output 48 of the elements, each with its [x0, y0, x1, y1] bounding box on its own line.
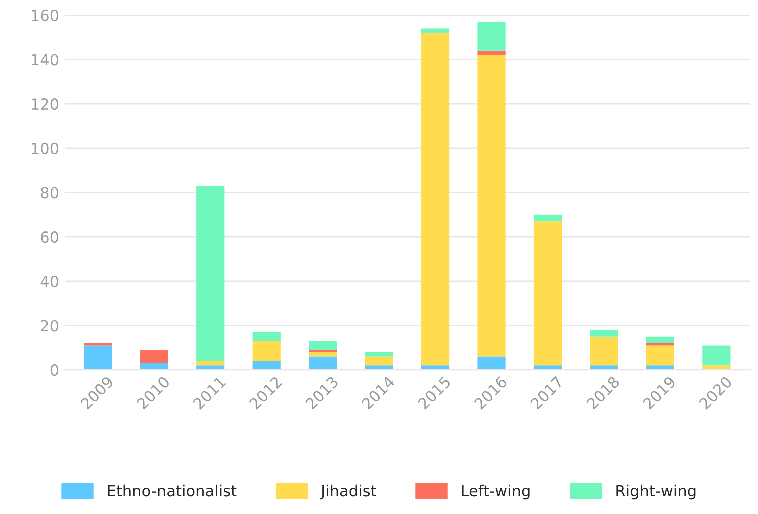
bar	[140, 363, 168, 370]
bar	[421, 33, 450, 366]
y-tick-label: 120	[32, 98, 59, 110]
y-tick-label: 40	[40, 276, 59, 288]
bar	[421, 28, 450, 34]
bar	[365, 356, 394, 366]
bar	[196, 366, 225, 370]
bar	[534, 222, 562, 366]
bar	[309, 341, 338, 350]
y-tick-label: 20	[41, 320, 59, 332]
bar	[140, 350, 168, 364]
legend-label: Right-wing	[616, 484, 696, 500]
bar	[365, 352, 394, 357]
bar	[421, 366, 450, 370]
y-tick-label: 60	[41, 232, 59, 244]
bar	[84, 346, 112, 370]
bar	[252, 361, 281, 370]
y-tick-label: 160	[32, 10, 59, 22]
bar	[646, 336, 675, 344]
bar	[196, 186, 225, 362]
bar	[478, 356, 506, 370]
legend-label: Jihadist	[320, 484, 376, 500]
bar	[196, 361, 225, 366]
bar	[309, 352, 338, 357]
y-tick-label: 0	[50, 364, 59, 376]
y-tick-label: 140	[32, 54, 59, 66]
bar	[646, 346, 675, 366]
bar	[534, 214, 562, 222]
bar	[702, 366, 731, 370]
bar	[646, 366, 675, 370]
legend-label: Ethno-nationalist	[108, 484, 237, 497]
bar	[646, 343, 675, 346]
bar	[84, 343, 112, 346]
bar	[478, 22, 506, 51]
bar	[702, 346, 731, 366]
bar	[590, 336, 618, 366]
bar	[590, 366, 618, 370]
bar	[252, 332, 281, 342]
bar	[252, 341, 281, 362]
y-tick-label: 80	[41, 187, 59, 199]
bar	[534, 366, 562, 370]
y-tick-label: 100	[32, 142, 59, 154]
bar	[309, 356, 338, 370]
legend-label: Left-wing	[462, 484, 530, 500]
bar	[478, 55, 506, 357]
bar	[478, 50, 506, 56]
bar	[590, 330, 618, 337]
bar	[365, 366, 394, 370]
